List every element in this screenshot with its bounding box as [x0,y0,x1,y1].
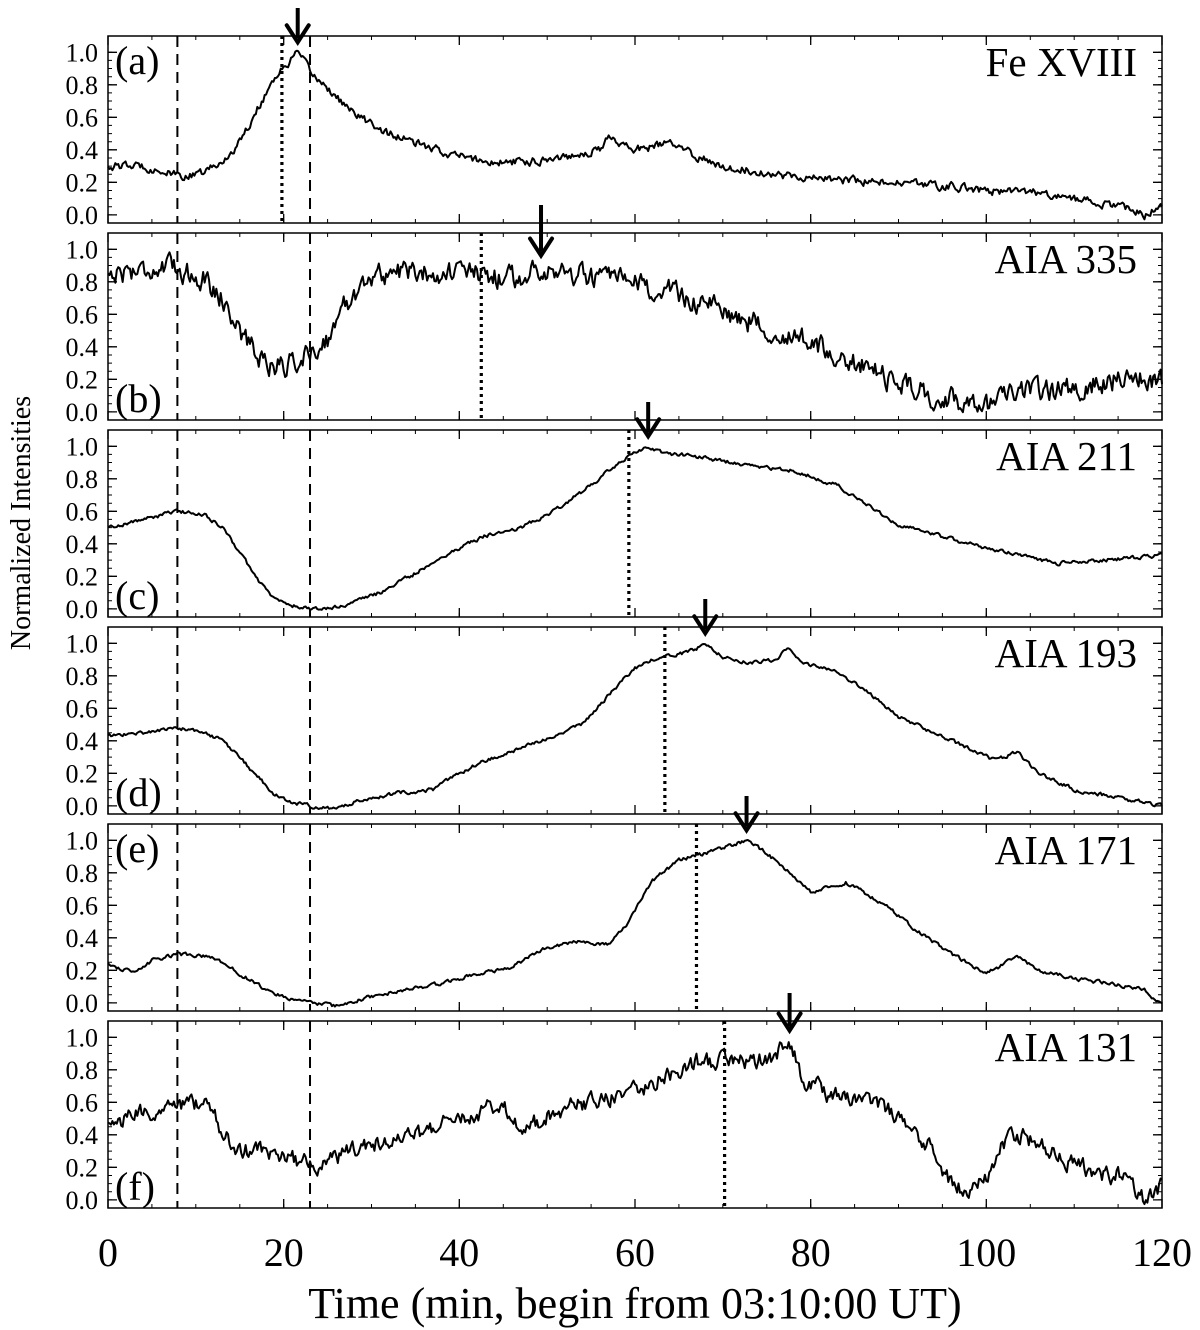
y-tick-label: 1.0 [66,235,99,264]
channel-name: AIA 335 [995,236,1137,282]
y-tick-label: 0.4 [66,924,99,953]
x-tick-label: 40 [439,1230,479,1275]
y-tick-label: 1.0 [66,38,99,67]
series-line [107,642,1163,811]
y-tick-label: 0.6 [66,497,99,526]
y-tick-label: 0.2 [66,562,99,591]
y-tick-label: 0.6 [66,694,99,723]
channel-name: Fe XVIII [986,39,1137,85]
y-tick-label: 0.6 [66,300,99,329]
panel-frame [107,232,1163,421]
peak-arrow-head [528,236,555,260]
series-line [107,446,1163,611]
y-tick-label: 0.4 [66,136,99,165]
panel-f: 0.0 0.2 0.4 0.6 0.8 1.0 (f) AIA 131 [66,993,1163,1215]
y-tick-label: 0.6 [66,103,99,132]
panel-label: (d) [115,770,162,815]
panel-b: 0.0 0.2 0.4 0.6 0.8 1.0 (b) AIA 335 [66,205,1163,427]
peak-arrow-head [733,811,760,834]
peak-arrow-head [776,1011,803,1035]
peak-arrow-head [692,614,719,637]
y-tick-label: 0.0 [66,201,99,230]
y-tick-label: 0.4 [66,727,99,756]
channel-name: AIA 193 [995,630,1137,676]
x-tick-label: 80 [791,1230,831,1275]
y-tick-label: 0.8 [66,268,99,297]
series-line [107,251,1163,414]
chart-panels: 0.00.20.40.60.81.0 (a) Fe XVIII0.00.20.40.… [66,8,1163,1215]
panel-frame [107,1020,1163,1209]
y-tick-label: 0.4 [66,333,99,362]
y-tick-label: 0.0 [66,792,99,821]
y-tick-label: 0.0 [66,595,99,624]
y-tick-label: 1.0 [66,826,99,855]
y-tick-label: 0.2 [66,759,99,788]
x-tick-label: 120 [1132,1230,1192,1275]
y-tick-label: 1.0 [66,1023,99,1052]
y-tick-label: 0.4 [66,1121,99,1150]
series-line [107,49,1163,221]
panel-c: 0.0 0.2 0.4 0.6 0.8 1.0 (c) AIA 211 [66,402,1163,624]
panel-frame [107,823,1163,1012]
x-tick-label: 20 [264,1230,304,1275]
panel-label: (e) [115,826,159,871]
y-axis-label: Normalized Intensities [6,396,37,650]
panel-label: (b) [115,376,162,421]
y-tick-label: 0.8 [66,71,99,100]
x-tick-label: 0 [98,1230,118,1275]
y-tick-label: 0.8 [66,662,99,691]
y-tick-label: 0.8 [66,859,99,888]
y-tick-label: 0.2 [66,365,99,394]
y-tick-label: 0.0 [66,989,99,1018]
x-axis-label: Time (min, begin from 03:10:00 UT) [308,1279,961,1328]
y-tick-label: 0.2 [66,168,99,197]
panel-e: 0.0 0.2 0.4 0.6 0.8 1.0 (e) AIA 171 [66,796,1163,1018]
panel-label: (f) [115,1164,155,1209]
panel-frame [107,35,1163,224]
peak-arrow-head [284,23,311,46]
panel-frame [107,626,1163,815]
y-tick-label: 1.0 [66,629,99,658]
y-tick-label: 0.2 [66,1153,99,1182]
y-tick-label: 0.8 [66,465,99,494]
panel-label: (a) [115,38,159,83]
channel-name: AIA 131 [995,1024,1137,1070]
channel-name: AIA 171 [995,827,1137,873]
panel-a: 0.0 0.2 0.4 0.6 0.8 1.0 (a) Fe XVIII [66,8,1163,230]
x-tick-label: 60 [615,1230,655,1275]
series-line [107,838,1163,1008]
y-tick-label: 1.0 [66,432,99,461]
panel-d: 0.0 0.2 0.4 0.6 0.8 1.0 (d) AIA 193 [66,599,1163,821]
y-tick-label: 0.4 [66,530,99,559]
panel-label: (c) [115,573,159,618]
panel-frame [107,429,1163,618]
peak-arrow-head [635,417,662,440]
y-tick-label: 0.6 [66,1088,99,1117]
y-tick-label: 0.2 [66,956,99,985]
y-tick-label: 0.6 [66,891,99,920]
x-axis: 0 20 40 60 80 100 120 [98,1230,1192,1275]
y-tick-label: 0.0 [66,1186,99,1215]
y-tick-label: 0.0 [66,398,99,427]
channel-name: AIA 211 [996,433,1137,479]
series-line [107,1041,1163,1206]
x-tick-label: 100 [956,1230,1016,1275]
y-tick-label: 0.8 [66,1056,99,1085]
